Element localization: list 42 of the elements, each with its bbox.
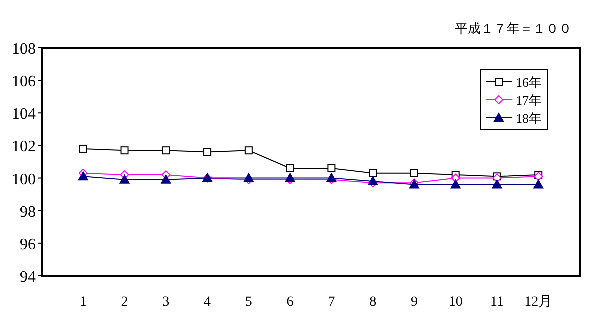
point bbox=[120, 174, 130, 184]
xtick: 6 bbox=[286, 295, 294, 310]
ytick: 104 bbox=[12, 106, 36, 124]
legend-label: 17年 bbox=[516, 93, 542, 108]
point bbox=[286, 164, 294, 173]
xtick: 9 bbox=[410, 295, 418, 310]
point bbox=[244, 173, 254, 182]
xtick: 5 bbox=[245, 295, 252, 310]
xtick: 11 bbox=[490, 295, 504, 310]
ytick: 102 bbox=[12, 138, 36, 156]
annotation: 平成１７年＝１００ bbox=[455, 21, 572, 36]
point bbox=[492, 180, 502, 189]
point bbox=[285, 173, 296, 182]
point bbox=[450, 180, 461, 189]
legend-label: 16年 bbox=[516, 75, 542, 90]
xtick: 8 bbox=[370, 295, 377, 310]
point bbox=[78, 172, 88, 181]
point bbox=[120, 146, 129, 155]
point bbox=[369, 169, 378, 178]
point bbox=[204, 148, 212, 156]
point bbox=[326, 173, 337, 182]
xtick: 10 bbox=[448, 295, 463, 310]
ytick: 108 bbox=[12, 41, 36, 58]
point bbox=[534, 180, 544, 189]
ytick: 94 bbox=[20, 269, 36, 286]
xtick: 7 bbox=[328, 295, 336, 310]
legend-label: 18年 bbox=[516, 111, 542, 126]
xtick: 12月 bbox=[524, 295, 553, 310]
ytick: 98 bbox=[20, 204, 36, 221]
point bbox=[162, 146, 170, 155]
point bbox=[244, 146, 253, 155]
point bbox=[161, 174, 172, 184]
point bbox=[79, 144, 88, 153]
point bbox=[410, 169, 418, 178]
ytick: 96 bbox=[20, 236, 36, 254]
xtick: 2 bbox=[121, 295, 128, 310]
ytick: 106 bbox=[12, 74, 36, 91]
xtick: 3 bbox=[162, 295, 170, 310]
ytick: 100 bbox=[12, 171, 36, 188]
point bbox=[328, 164, 336, 173]
xtick: 1 bbox=[80, 295, 87, 310]
xtick: 4 bbox=[204, 295, 212, 310]
